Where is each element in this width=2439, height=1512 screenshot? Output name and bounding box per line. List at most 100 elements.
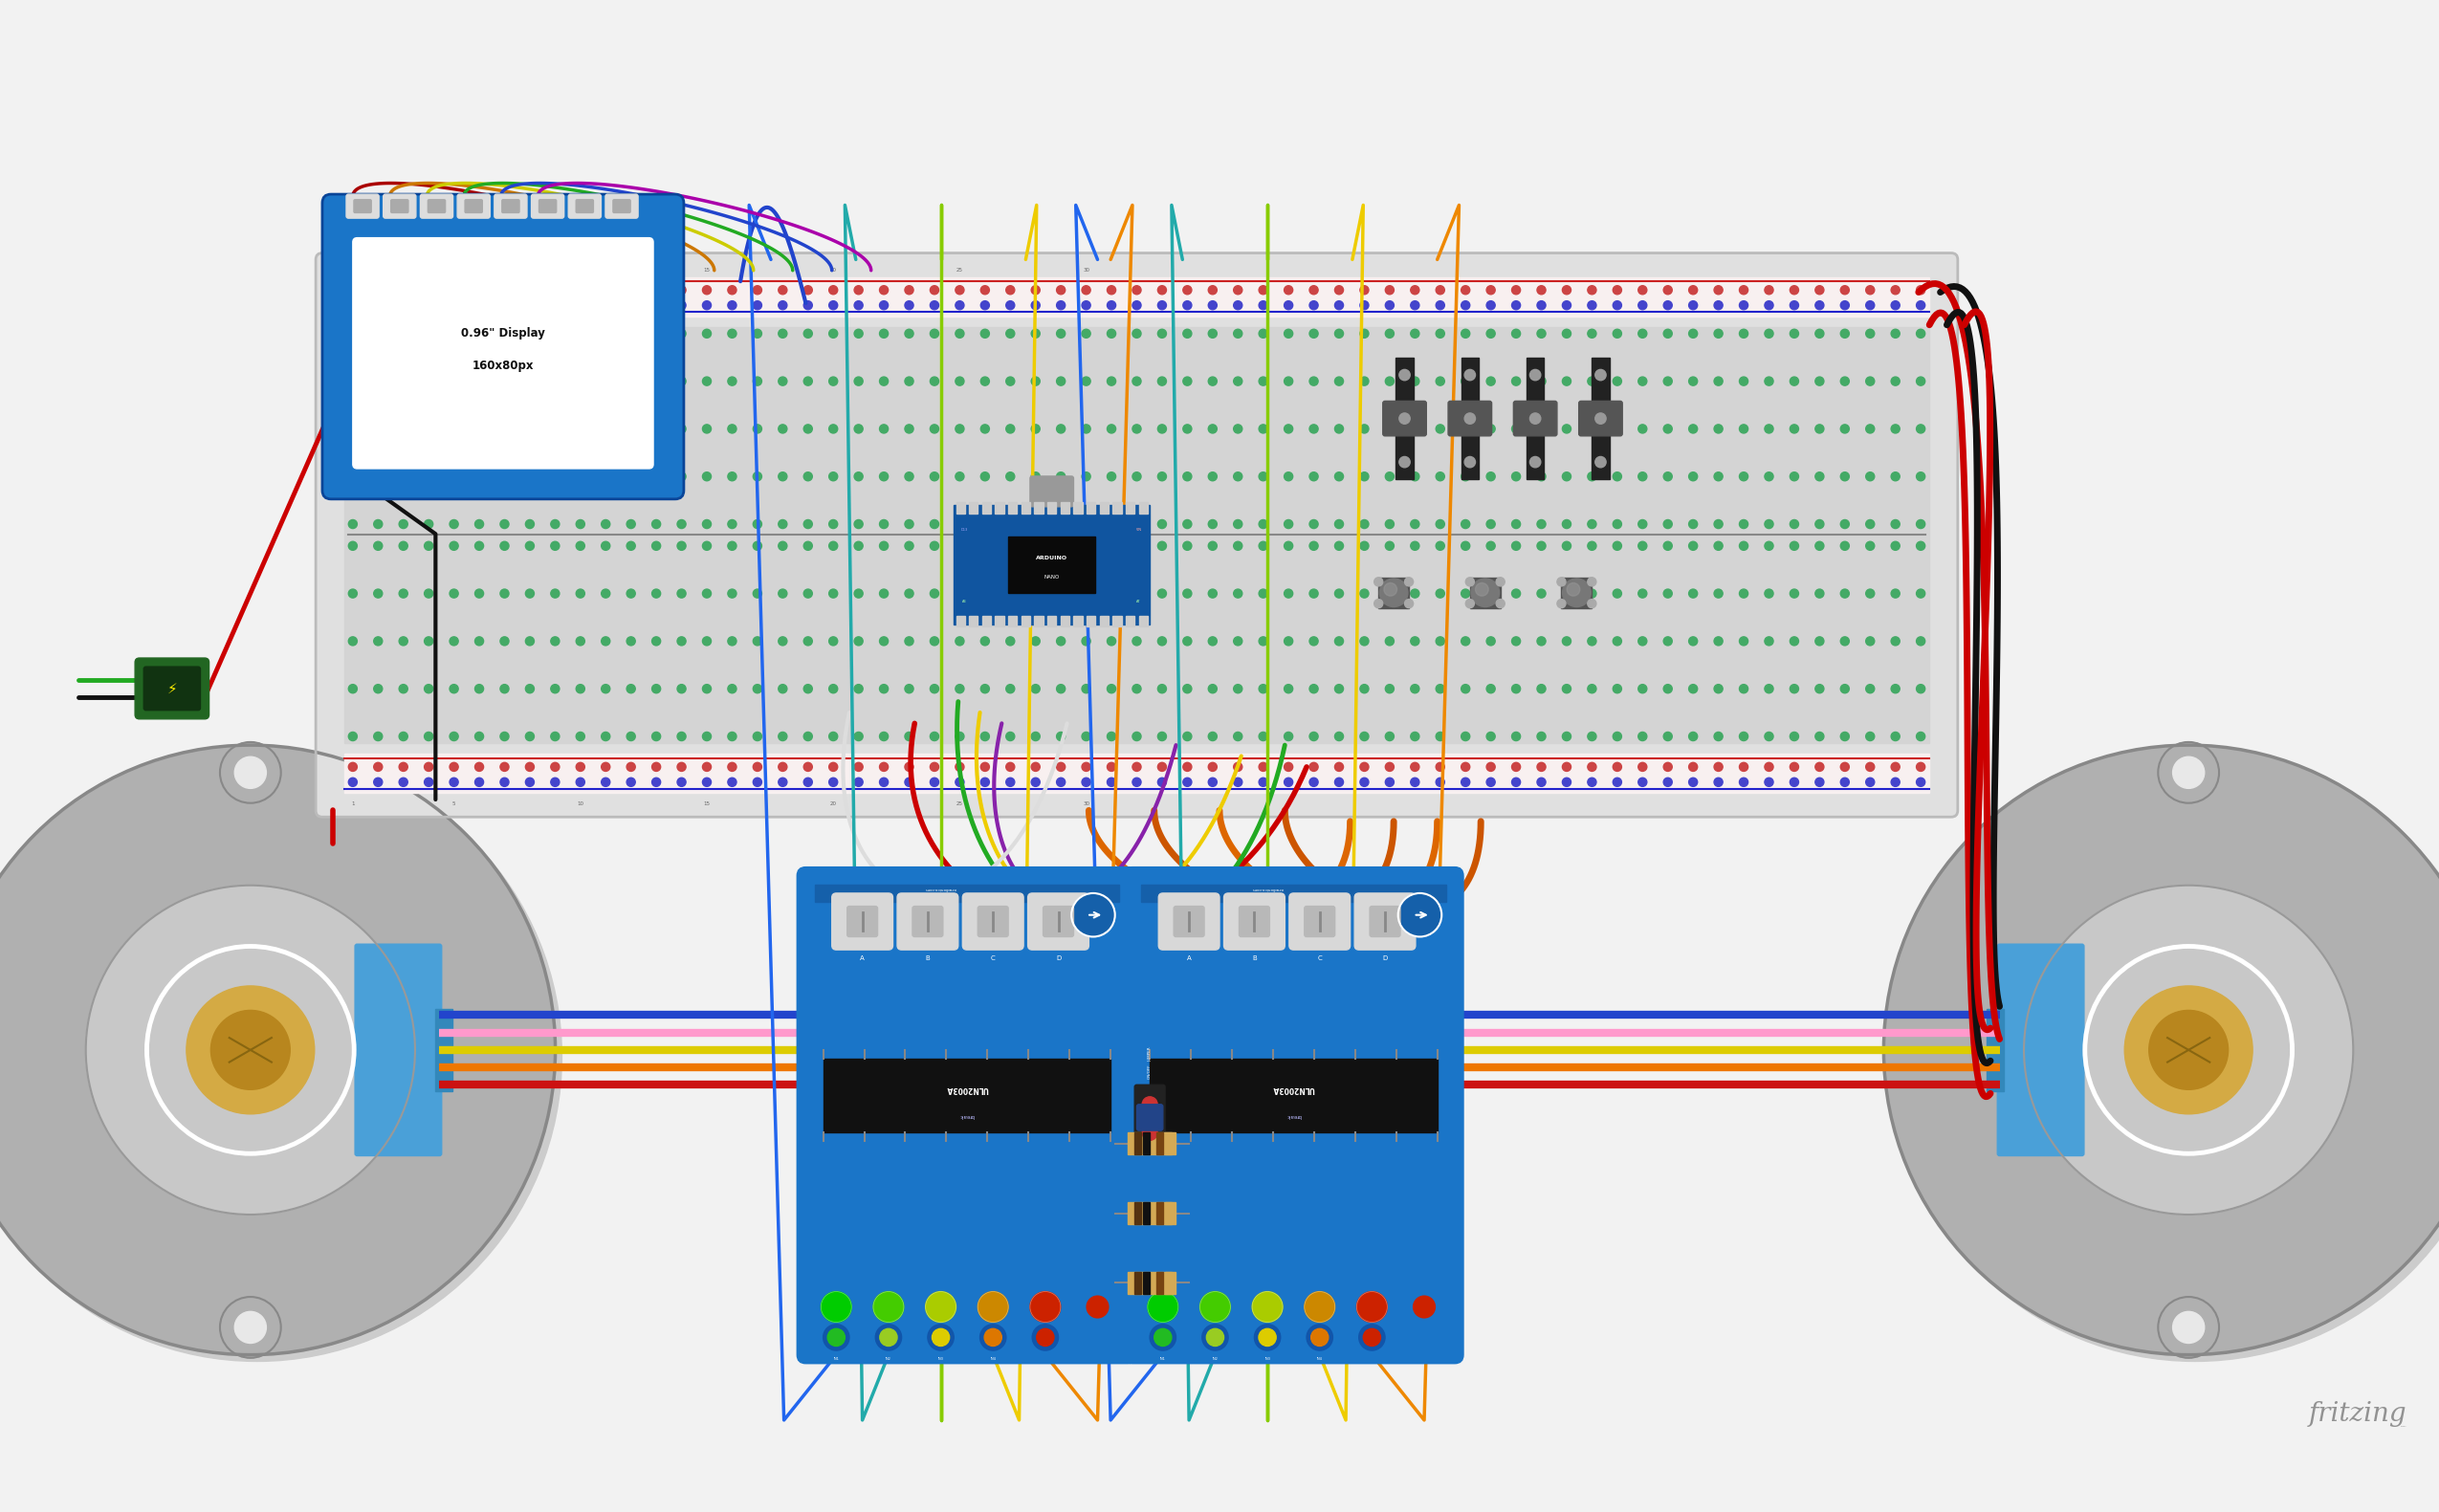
Circle shape [1512, 637, 1519, 646]
Circle shape [1612, 777, 1622, 786]
Circle shape [651, 637, 661, 646]
Text: JUMPER: JUMPER [1149, 1046, 1151, 1061]
Circle shape [880, 376, 888, 386]
Circle shape [1461, 637, 1471, 646]
Circle shape [1385, 520, 1395, 529]
Circle shape [551, 590, 559, 597]
Circle shape [551, 520, 559, 529]
Circle shape [1032, 425, 1039, 434]
Circle shape [500, 472, 510, 481]
Circle shape [1563, 732, 1571, 741]
Circle shape [1739, 541, 1749, 550]
Circle shape [980, 732, 990, 741]
Circle shape [476, 637, 483, 646]
Circle shape [576, 590, 585, 597]
Text: 20: 20 [829, 801, 837, 806]
Circle shape [576, 685, 585, 692]
Circle shape [1485, 425, 1495, 434]
Circle shape [980, 777, 990, 786]
Circle shape [1183, 301, 1193, 310]
Circle shape [1083, 301, 1090, 310]
Circle shape [1437, 330, 1444, 339]
Circle shape [1663, 732, 1673, 741]
Circle shape [802, 330, 812, 339]
Circle shape [2173, 1311, 2205, 1343]
Bar [1046, 615, 1056, 626]
Bar [1127, 502, 1134, 513]
Circle shape [651, 520, 661, 529]
Circle shape [1200, 1291, 1229, 1321]
Circle shape [1790, 520, 1798, 529]
Text: ULN2003A: ULN2003A [1273, 1084, 1315, 1093]
Circle shape [1883, 745, 2439, 1355]
Bar [1461, 357, 1478, 479]
Circle shape [678, 590, 685, 597]
Circle shape [1410, 777, 1419, 786]
Circle shape [1766, 637, 1773, 646]
Circle shape [1866, 425, 1876, 434]
Circle shape [551, 762, 559, 771]
Circle shape [1715, 762, 1722, 771]
Circle shape [1183, 472, 1193, 481]
Circle shape [1688, 520, 1698, 529]
Circle shape [1512, 472, 1519, 481]
Circle shape [1841, 685, 1849, 692]
Circle shape [627, 301, 634, 310]
Circle shape [1663, 425, 1673, 434]
Circle shape [1334, 286, 1344, 295]
Bar [1144, 1202, 1149, 1225]
Circle shape [1032, 685, 1039, 692]
Circle shape [1563, 286, 1571, 295]
Circle shape [576, 376, 585, 386]
Circle shape [1866, 472, 1876, 481]
Circle shape [1563, 777, 1571, 786]
Circle shape [727, 777, 737, 786]
Circle shape [449, 520, 459, 529]
Circle shape [802, 777, 812, 786]
Circle shape [1688, 590, 1698, 597]
Circle shape [1385, 762, 1395, 771]
Circle shape [778, 520, 788, 529]
Bar [983, 615, 990, 626]
Bar [1527, 357, 1544, 479]
Bar [1112, 502, 1122, 513]
Circle shape [1005, 541, 1015, 550]
Circle shape [829, 637, 837, 646]
FancyBboxPatch shape [568, 194, 600, 218]
Circle shape [1183, 685, 1193, 692]
Bar [1156, 1132, 1163, 1155]
Circle shape [802, 286, 812, 295]
Circle shape [1207, 425, 1217, 434]
Circle shape [1183, 732, 1193, 741]
Circle shape [651, 777, 661, 786]
FancyBboxPatch shape [1290, 894, 1351, 950]
Bar [1034, 502, 1044, 513]
Circle shape [424, 762, 434, 771]
Circle shape [727, 520, 737, 529]
Circle shape [400, 732, 407, 741]
Circle shape [1485, 376, 1495, 386]
Circle shape [1259, 330, 1268, 339]
Circle shape [1815, 590, 1824, 597]
Circle shape [576, 637, 585, 646]
Circle shape [778, 376, 788, 386]
Bar [1166, 1202, 1171, 1225]
Bar [1144, 1132, 1149, 1155]
Circle shape [373, 301, 383, 310]
Circle shape [727, 541, 737, 550]
Circle shape [1107, 685, 1115, 692]
Circle shape [1207, 685, 1217, 692]
Circle shape [400, 541, 407, 550]
Circle shape [1917, 425, 1924, 434]
Circle shape [1461, 301, 1471, 310]
Circle shape [500, 301, 510, 310]
Circle shape [1663, 472, 1673, 481]
Circle shape [1917, 732, 1924, 741]
Circle shape [1461, 777, 1471, 786]
Circle shape [1715, 637, 1722, 646]
Text: 15: 15 [702, 801, 710, 806]
Circle shape [1563, 590, 1571, 597]
Circle shape [1361, 732, 1368, 741]
Circle shape [1715, 330, 1722, 339]
Circle shape [1283, 330, 1293, 339]
